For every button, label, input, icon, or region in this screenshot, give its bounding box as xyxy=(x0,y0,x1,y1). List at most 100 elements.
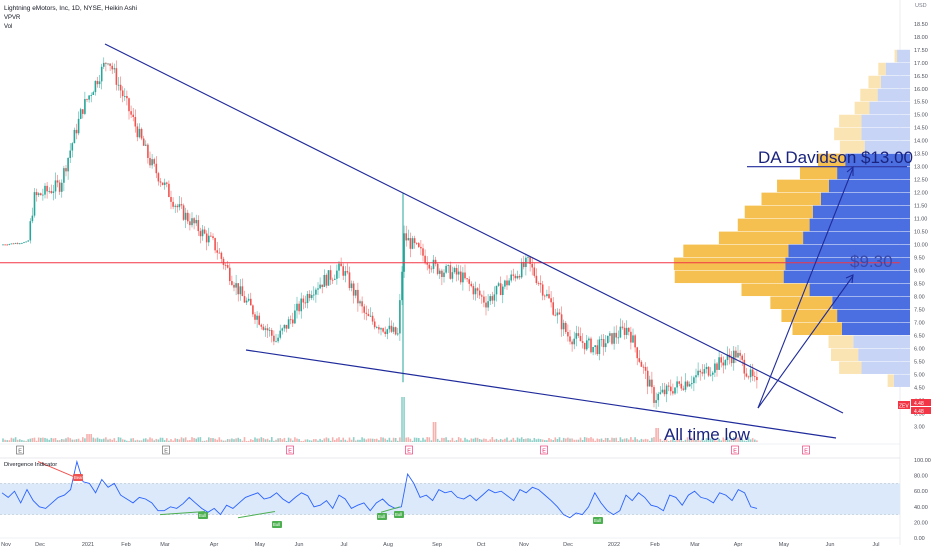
candle-body xyxy=(399,300,401,334)
vpvr-down-bar xyxy=(868,75,881,89)
candle-body xyxy=(581,341,584,343)
volume-bar xyxy=(504,438,506,442)
time-axis[interactable]: Nov Dec 2021 Feb Mar Apr May Jun Jul Aug Sep Oct Nov… xyxy=(0,537,900,548)
earnings-marker[interactable]: E xyxy=(162,445,170,455)
price-axis[interactable]: 18.50 18.00 17.50 17.00 16.50 16.00 15.50 15.00… xyxy=(914,22,928,431)
volume-bar xyxy=(216,439,218,442)
candle-body xyxy=(191,218,193,226)
candle-body xyxy=(27,240,29,242)
candle-body xyxy=(602,339,605,348)
volume-bar xyxy=(378,440,380,442)
candle-body xyxy=(493,294,496,301)
volume-bar xyxy=(172,440,174,442)
candle-body xyxy=(594,345,596,348)
volume-bar xyxy=(491,437,494,442)
volume-bar xyxy=(359,439,361,442)
volume-bar xyxy=(16,439,19,442)
candle-body xyxy=(722,362,725,366)
volume-bar xyxy=(25,440,27,442)
candle-body xyxy=(218,252,221,254)
candle-body xyxy=(92,92,95,96)
candle-body xyxy=(659,392,662,394)
candle-body xyxy=(527,256,529,258)
volume-bar xyxy=(334,439,336,442)
volume-bar xyxy=(434,422,437,442)
candle-body xyxy=(323,274,326,287)
volume-bar xyxy=(499,438,502,442)
earnings-marker[interactable]: E xyxy=(405,445,413,455)
volume-bar xyxy=(695,439,697,442)
volume-bar xyxy=(63,439,65,442)
divergence-signal[interactable]: Bull xyxy=(198,512,208,519)
volume-bar xyxy=(615,437,617,442)
earnings-marker-text: E xyxy=(18,449,22,455)
vpvr-down-bar xyxy=(839,140,865,154)
candle-body xyxy=(384,331,386,335)
candle-body xyxy=(686,381,689,387)
volume-bar xyxy=(109,438,111,442)
oscillator-title: Divergence Indicator xyxy=(4,462,57,468)
candle-body xyxy=(642,366,645,368)
candle-body xyxy=(508,280,510,286)
candle-body xyxy=(285,324,288,329)
divergence-signal[interactable]: Bull xyxy=(593,517,603,524)
divergence-signal[interactable]: Bull xyxy=(394,511,404,518)
earnings-marker[interactable]: E xyxy=(540,445,548,455)
volume-bar xyxy=(82,437,84,442)
volume-bar xyxy=(250,439,252,442)
volume-bar xyxy=(672,437,674,442)
candle-body xyxy=(554,314,557,316)
price-tick-label: 7.50 xyxy=(914,308,925,314)
divergence-signal[interactable]: Bull xyxy=(377,513,387,520)
candle-body xyxy=(386,329,389,335)
candle-body xyxy=(583,342,586,350)
volume-bar xyxy=(191,437,193,442)
candle-body xyxy=(111,65,113,70)
earnings-marker[interactable]: E xyxy=(16,445,24,455)
candle-body xyxy=(199,231,202,237)
earnings-marker[interactable]: E xyxy=(802,445,810,455)
vpvr-down-bar xyxy=(839,361,862,374)
candle-body xyxy=(661,389,664,393)
candle-body xyxy=(596,345,599,355)
candle-body xyxy=(8,243,11,245)
divergence-signal[interactable]: Bear xyxy=(73,474,83,481)
candle-body xyxy=(46,185,48,192)
candle-body xyxy=(487,301,489,308)
candle-body xyxy=(67,157,69,172)
vpvr-up-bar xyxy=(885,62,910,76)
candle-body xyxy=(441,270,443,277)
volume-bar xyxy=(537,438,540,442)
volume-bar xyxy=(130,438,132,442)
earnings-marker-box xyxy=(540,445,548,455)
candle-body xyxy=(552,302,554,315)
divergence-signal[interactable]: Bull xyxy=(272,521,282,528)
candle-body xyxy=(262,326,265,330)
volume-bar xyxy=(430,440,433,442)
time-tick-label: Dec xyxy=(563,542,573,548)
volume-bar xyxy=(575,439,578,442)
candle-body xyxy=(117,84,120,86)
volume-bar xyxy=(376,438,378,442)
earnings-marker[interactable]: E xyxy=(731,445,739,455)
volume-bar xyxy=(554,437,557,442)
candle-body xyxy=(392,327,395,332)
price-tick-label: 12.00 xyxy=(914,191,928,197)
volume-bar xyxy=(602,440,605,442)
volume-bar xyxy=(560,440,563,442)
earnings-marker[interactable]: E xyxy=(286,445,294,455)
volume-bar xyxy=(680,438,683,442)
volume-bar xyxy=(159,437,162,442)
candle-body xyxy=(474,288,477,295)
price-tick-label: 11.00 xyxy=(914,217,927,223)
candle-body xyxy=(468,279,470,284)
earnings-marker-box xyxy=(405,445,413,455)
vpvr-up-bar xyxy=(832,296,910,310)
candle-body xyxy=(10,243,13,245)
candle-body xyxy=(296,303,298,311)
candle-body xyxy=(119,84,122,91)
volume-bar xyxy=(134,440,137,442)
price-tick-label: 10.00 xyxy=(914,243,928,249)
candle-body xyxy=(638,358,641,362)
volume-bar xyxy=(67,437,69,442)
